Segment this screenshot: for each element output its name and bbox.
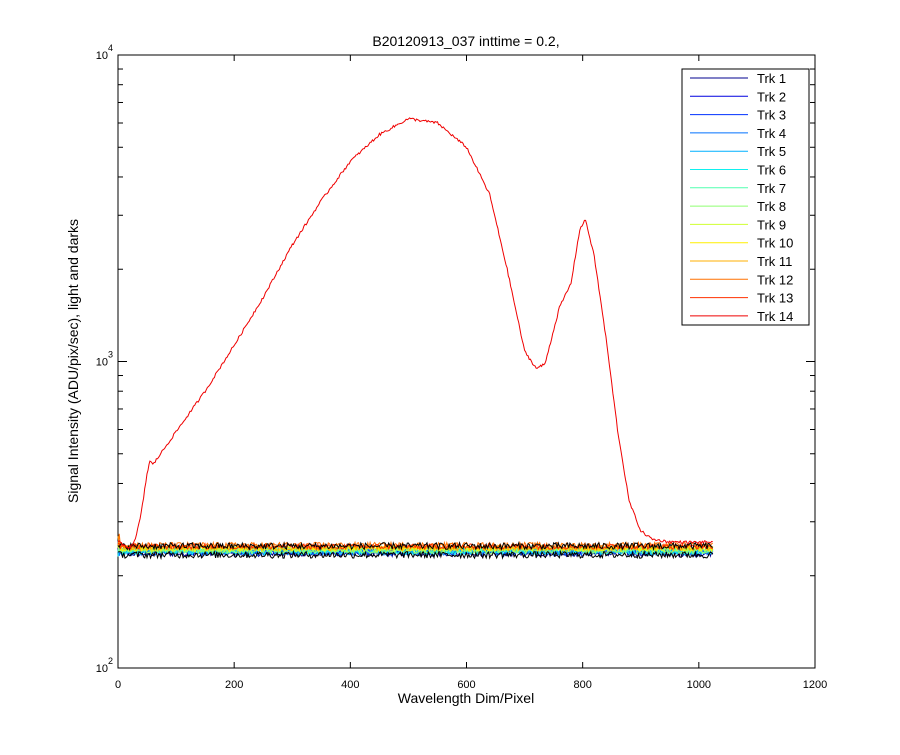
y-tick-label: 10 <box>96 357 108 369</box>
x-tick-label: 600 <box>457 679 475 691</box>
series-line-trk-14 <box>117 117 713 549</box>
legend-label: Trk 4 <box>757 126 786 141</box>
legend: Trk 1 Trk 2 Trk 3 Trk 4 Trk 5 Trk 6 Trk 7 Trk 8… <box>681 68 810 326</box>
x-tick-label: 800 <box>573 679 591 691</box>
x-tick-label: 400 <box>341 679 359 691</box>
dark-noise-line <box>117 549 714 561</box>
legend-label: Trk 5 <box>757 144 786 159</box>
legend-box <box>681 68 810 326</box>
legend-label: Trk 10 <box>757 236 793 251</box>
dark-noise-line <box>117 540 714 552</box>
y-tick-label: 10 <box>96 50 108 62</box>
y-tick-exponent: 3 <box>108 350 113 360</box>
y-axis-label: Signal Intensity (ADU/pix/sec), light an… <box>65 219 81 503</box>
legend-label: Trk 12 <box>757 272 793 287</box>
y-tick-label: 10 <box>96 663 108 675</box>
series-layer <box>117 117 714 561</box>
x-tick-label: 0 <box>115 679 121 691</box>
legend-label: Trk 3 <box>757 108 786 123</box>
x-tick-label: 1000 <box>687 679 711 691</box>
x-tick-label: 1200 <box>803 679 827 691</box>
series-line-trk-13 <box>117 542 714 552</box>
legend-label: Trk 2 <box>757 89 786 104</box>
chart-title: B20120913_037 inttime = 0.2, <box>372 33 559 49</box>
x-axis-label: Wavelength Dim/Pixel <box>398 690 534 706</box>
legend-label: Trk 7 <box>757 181 786 196</box>
legend-label: Trk 13 <box>757 291 793 306</box>
legend-label: Trk 9 <box>757 217 786 232</box>
y-minor-ticks <box>118 68 815 577</box>
y-tick-exponent: 2 <box>108 656 113 666</box>
legend-label: Trk 14 <box>757 309 793 324</box>
legend-label: Trk 1 <box>757 71 786 86</box>
x-tick-label: 200 <box>225 679 243 691</box>
y-tick-exponent: 4 <box>108 43 113 53</box>
legend-label: Trk 8 <box>757 199 786 214</box>
legend-label: Trk 11 <box>757 254 792 269</box>
legend-label: Trk 6 <box>757 163 786 178</box>
x-axis: 0 200 400 600 800 1000 1200 <box>115 55 827 691</box>
